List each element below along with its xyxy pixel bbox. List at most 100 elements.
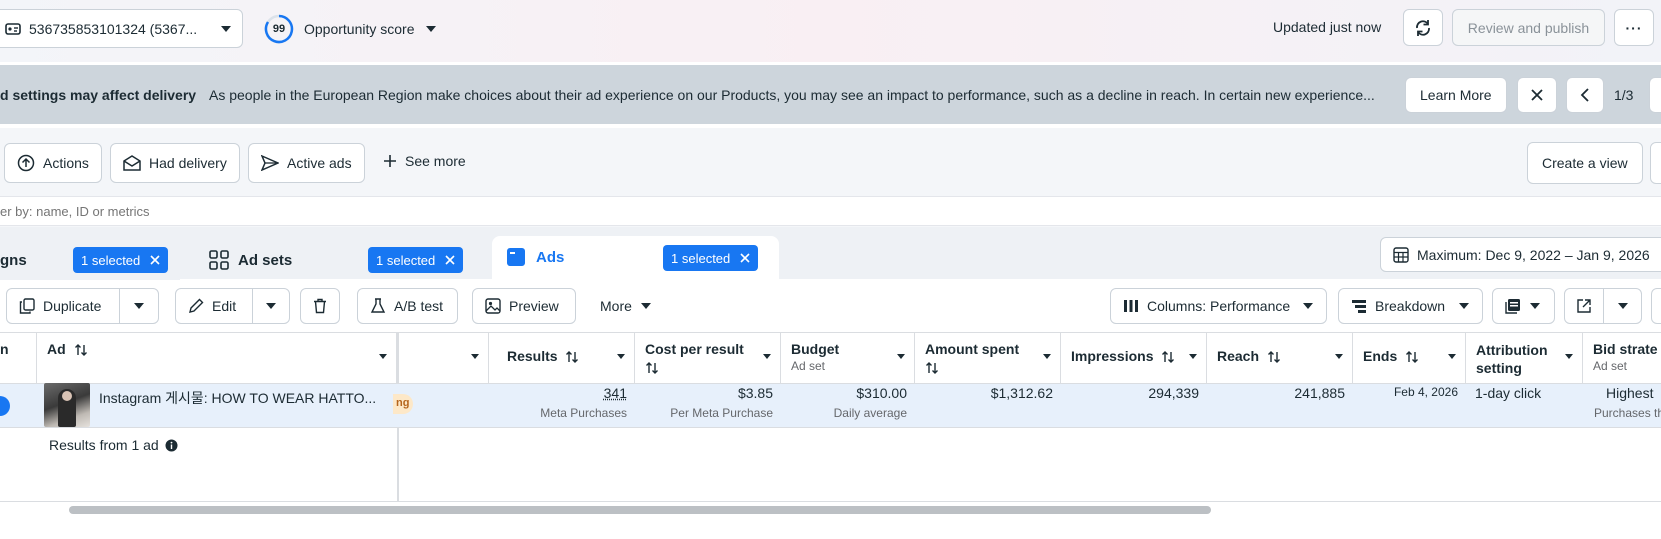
more-menu-button[interactable]: More — [600, 298, 652, 314]
actions-label: Actions — [43, 155, 89, 171]
chevron-down-icon — [640, 302, 652, 310]
close-notice-button[interactable] — [1517, 77, 1557, 113]
chevron-down-icon — [378, 353, 388, 360]
review-publish-button[interactable]: Review and publish — [1452, 9, 1605, 46]
row-toggle[interactable] — [0, 396, 10, 416]
notice-pager: 1/3 — [1614, 87, 1634, 103]
close-icon[interactable] — [740, 253, 750, 263]
column-header-partial[interactable]: n — [0, 333, 37, 383]
columns-button[interactable]: Columns: Performance — [1110, 288, 1327, 324]
duplicate-dropdown-button[interactable] — [119, 288, 159, 324]
preview-button[interactable]: Preview — [472, 288, 576, 324]
date-range-picker[interactable]: Maximum: Dec 9, 2022 – Jan 9, 2026 — [1380, 237, 1661, 272]
attribution-cell: 1-day click — [1475, 385, 1585, 401]
ab-test-button[interactable]: A/B test — [357, 288, 458, 324]
bid-strategy-value: Highest — [1606, 385, 1654, 401]
column-header-attribution[interactable]: Attribution setting — [1466, 333, 1583, 383]
results-sub: Meta Purchases — [540, 406, 627, 420]
learn-more-button[interactable]: Learn More — [1405, 77, 1507, 113]
duplicate-button[interactable]: Duplicate — [6, 288, 120, 324]
search-input[interactable] — [0, 197, 600, 225]
breakdown-icon — [1351, 299, 1367, 313]
column-header-ad-label: Ad — [47, 341, 66, 357]
chevron-down-icon — [1042, 353, 1052, 360]
ad-thumbnail — [44, 383, 90, 427]
reports-button[interactable] — [1492, 288, 1555, 324]
campaigns-selected-chip[interactable]: 1 selected — [73, 247, 169, 273]
column-header-budget[interactable]: Budget Ad set — [781, 333, 915, 383]
results-cell[interactable]: 341 Meta Purchases — [489, 385, 627, 420]
chevron-down-icon — [265, 302, 277, 310]
delete-button[interactable] — [300, 288, 340, 324]
horizontal-scrollbar[interactable] — [69, 506, 1211, 514]
toolbar-extra-button[interactable] — [1651, 288, 1661, 324]
column-header-attribution-label: Attribution setting — [1476, 342, 1548, 376]
column-header-delivery[interactable] — [399, 333, 489, 383]
edit-button[interactable]: Edit — [175, 288, 253, 324]
more-label: More — [600, 298, 632, 314]
close-icon[interactable] — [445, 255, 455, 265]
info-icon[interactable] — [165, 439, 178, 452]
edit-dropdown-button[interactable] — [252, 288, 290, 324]
account-selector[interactable]: 536735853101324 (5367... — [0, 9, 243, 48]
notice-next-button[interactable] — [1649, 77, 1661, 113]
results-value[interactable]: 341 — [603, 385, 627, 401]
column-header-ad[interactable]: Ad — [37, 333, 397, 383]
duplicate-icon — [19, 298, 35, 314]
column-header-partial-label: n — [0, 341, 9, 357]
calendar-icon — [1393, 246, 1409, 263]
breakdown-button[interactable]: Breakdown — [1338, 288, 1483, 324]
column-header-cost-per-result[interactable]: Cost per result — [635, 333, 781, 383]
column-header-bid-label: Bid strate — [1593, 341, 1658, 357]
tab-adsets[interactable]: Ad sets — [200, 240, 480, 280]
column-header-budget-label: Budget — [791, 341, 840, 357]
ads-selected-chip[interactable]: 1 selected — [663, 245, 759, 271]
create-view-button[interactable]: Create a view — [1527, 142, 1643, 184]
column-header-bid-sub: Ad set — [1593, 359, 1628, 373]
table-row[interactable] — [0, 384, 1661, 428]
close-icon[interactable] — [150, 255, 160, 265]
refresh-icon — [1414, 19, 1432, 37]
actions-filter-button[interactable]: Actions — [4, 143, 102, 183]
chevron-down-icon — [1447, 353, 1457, 360]
sort-icon — [565, 350, 579, 364]
column-header-bid-strategy[interactable]: Bid strate Ad set — [1583, 333, 1661, 383]
account-label: 536735853101324 (5367... — [29, 20, 198, 37]
column-header-impressions-label: Impressions — [1071, 348, 1154, 364]
campaigns-selected-label: 1 selected — [81, 252, 141, 268]
notice-banner — [0, 65, 1661, 124]
export-dropdown-button[interactable] — [1603, 288, 1642, 324]
send-icon — [261, 155, 279, 171]
ad-name[interactable]: Instagram 게시물: HOW TO WEAR HATTO... — [99, 390, 377, 406]
score-label: Opportunity score — [304, 21, 415, 37]
column-header-impressions[interactable]: Impressions — [1061, 333, 1207, 383]
had-delivery-filter-button[interactable]: Had delivery — [110, 143, 240, 183]
chevron-down-icon — [1529, 302, 1541, 310]
see-more-button[interactable]: See more — [383, 153, 466, 169]
search-bar[interactable] — [0, 196, 1661, 226]
column-header-results[interactable]: Results — [489, 333, 635, 383]
opportunity-score[interactable]: 99 Opportunity score — [264, 13, 437, 45]
more-dots-icon: ··· — [1625, 19, 1643, 36]
export-button[interactable] — [1564, 288, 1604, 324]
refresh-button[interactable] — [1403, 9, 1443, 46]
chevron-down-icon — [896, 353, 906, 360]
column-header-amount-spent[interactable]: Amount spent — [915, 333, 1061, 383]
column-header-reach-label: Reach — [1217, 348, 1260, 364]
sort-icon — [645, 361, 770, 378]
edit-label: Edit — [212, 298, 237, 314]
chevron-down-icon — [1458, 302, 1470, 310]
more-options-button[interactable]: ··· — [1614, 9, 1654, 46]
chevron-down-icon — [425, 25, 437, 33]
notice-prev-button[interactable] — [1566, 77, 1604, 113]
bid-strategy-cell[interactable]: Highest Purchases th — [1594, 385, 1661, 420]
delivery-badge-label: ng — [396, 397, 410, 409]
column-header-reach[interactable]: Reach — [1207, 333, 1353, 383]
adsets-selected-chip[interactable]: 1 selected — [368, 247, 464, 273]
active-ads-filter-button[interactable]: Active ads — [248, 143, 365, 183]
view-extra-button[interactable] — [1650, 142, 1661, 184]
column-header-ends[interactable]: Ends — [1353, 333, 1466, 383]
budget-cell[interactable]: $310.00 Daily average — [781, 385, 907, 420]
image-icon — [485, 298, 501, 314]
sort-icon — [74, 343, 88, 357]
